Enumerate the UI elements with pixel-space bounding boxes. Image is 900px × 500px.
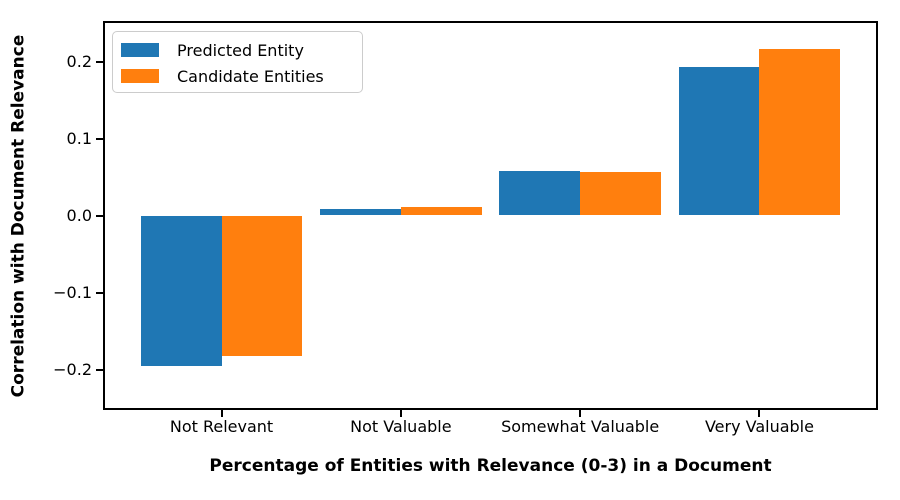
y-tick-mark-0-1 [96,291,103,294]
bar-candidate-entities-not-relevant [221,215,303,356]
x-tick-mark-somewhat-valuable [579,410,582,417]
legend-label-candidate-entities: Candidate Entities [177,66,324,86]
y-tick-mark-0-2 [96,60,103,63]
y-tick-label-0-0: 0.0 [66,205,92,225]
y-tick-mark-0-0 [96,214,103,217]
x-tick-mark-very-valuable [758,410,761,417]
bar-candidate-entities-somewhat-valuable [580,172,661,216]
x-tick-label-not-relevant: Not Relevant [169,417,274,436]
bar-predicted-entity-very-valuable [678,66,760,216]
legend-swatch-predicted-entity-icon [121,43,159,57]
plot-area [103,21,878,410]
y-tick-label-0-1: −0.1 [53,282,92,302]
bar-candidate-entities-not-valuable [400,207,482,216]
x-tick-mark-not-valuable [399,410,402,417]
bar-predicted-entity-somewhat-valuable [499,170,581,216]
x-tick-label-not-valuable: Not Valuable [350,417,452,436]
y-tick-mark-0-1 [96,137,103,140]
legend-item-predicted-entity: Predicted Entity [121,37,362,63]
bar-candidate-entities-very-valuable [759,49,841,216]
legend-swatch-candidate-entities-icon [121,69,159,83]
y-tick-mark-0-2 [96,368,103,371]
y-tick-label-0-1: 0.1 [66,128,92,148]
legend-item-candidate-entities: Candidate Entities [121,63,362,89]
bar-predicted-entity-not-relevant [140,215,222,367]
legend-label-predicted-entity: Predicted Entity [177,40,304,60]
x-tick-mark-not-relevant [220,410,223,417]
x-axis-label: Percentage of Entities with Relevance (0… [209,456,772,476]
x-tick-label-very-valuable: Very Valuable [704,417,814,436]
y-tick-label-0-2: 0.2 [66,51,92,71]
legend: Predicted Entity Candidate Entities [112,31,363,93]
y-tick-label-0-2: −0.2 [53,359,92,379]
x-tick-label-somewhat-valuable: Somewhat Valuable [501,417,660,436]
bar-predicted-entity-not-valuable [320,209,401,216]
